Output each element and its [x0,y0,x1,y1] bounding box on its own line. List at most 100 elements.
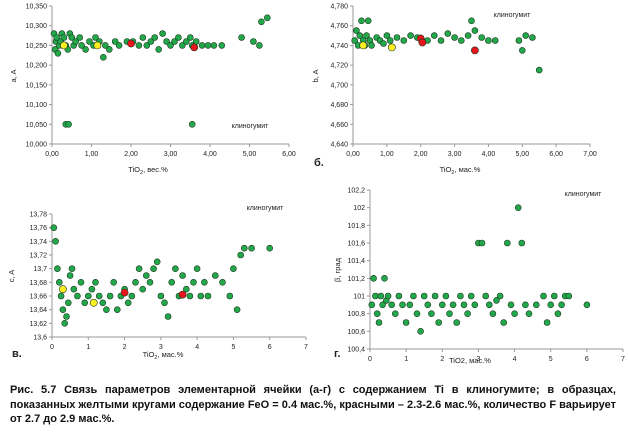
x-tick-label: 6 [585,356,589,363]
green-data-point [515,37,523,44]
y-tick-label: 4,760 [330,23,348,30]
green-data-point [186,292,194,300]
green-data-point [529,34,536,41]
green-data-point [197,292,205,300]
x-tick-label: 2 [440,356,444,363]
x-tick-label: 3,00 [164,151,178,158]
green-data-point [135,42,143,49]
green-data-point [522,32,530,39]
green-data-point [147,38,155,45]
y-tick-label: 13,6 [33,335,47,342]
green-data-point [250,38,257,45]
green-data-point [88,285,96,293]
y-tick-label: 100,8 [347,311,365,318]
green-data-point [81,299,88,307]
green-data-point [183,285,190,293]
y-tick-label: 10,350 [26,4,48,11]
mineral-annotation: клиногумит [247,205,285,212]
green-data-point [85,292,92,300]
green-data-point [449,301,457,309]
green-data-point [384,292,392,300]
mineral-annotation: клиногумит [565,191,603,198]
green-data-point [451,34,458,41]
x-tick-label: 6 [268,344,272,351]
y-tick-label: 4,720 [330,63,348,70]
chart-panel-4: 100,4100,6100,8101101,2101,4101,6101,810… [333,188,625,366]
green-data-point [143,272,150,279]
green-data-point [554,310,562,318]
red-data-point [190,43,199,52]
green-data-point [558,301,565,309]
green-data-point [583,301,591,309]
y-tick-label: 13,68 [29,280,47,287]
yellow-data-point [359,41,368,50]
mineral-annotation: клиногумит [232,123,270,130]
green-data-point [399,301,406,309]
y-tick-label: 101,2 [347,276,365,283]
panel-label: г. [334,348,341,360]
y-tick-label: 4,780 [330,4,348,11]
green-data-point [417,327,424,335]
y-tick-label: 10,100 [26,102,48,109]
green-data-point [482,292,490,300]
green-data-point [188,121,196,128]
green-data-point [111,38,119,45]
green-data-point [535,66,543,74]
green-data-point [383,32,391,39]
x-tick-label: 4 [513,356,517,363]
green-data-point [219,278,226,286]
y-tick-label: 100,4 [347,347,365,354]
green-data-point [457,37,465,44]
green-data-point [518,239,526,247]
yellow-data-point [59,285,67,294]
green-data-point [230,265,237,273]
y-tick-label: 4,660 [330,122,348,129]
green-data-point [110,278,117,286]
green-data-point [151,34,158,41]
x-tick-label: 4,00 [203,151,217,158]
green-data-point [496,292,504,300]
green-data-point [179,272,186,279]
green-data-point [424,301,432,309]
green-data-point [381,274,388,282]
green-data-point [135,265,143,273]
x-tick-label: 0 [368,356,372,363]
green-data-point [485,37,492,44]
green-data-point [132,278,139,286]
green-data-point [139,285,146,293]
y-tick-label: 13,62 [29,321,47,328]
green-data-point [92,34,99,41]
green-data-point [380,40,387,47]
green-data-point [212,272,219,279]
figure-caption: Рис. 5.7 Связь параметров элементарной я… [10,384,616,425]
green-data-point [54,265,61,273]
green-data-point [57,292,65,300]
green-data-point [68,34,76,41]
green-data-point [413,310,421,318]
x-tick-label: 3 [159,344,163,351]
y-tick-label: 4,700 [330,82,348,89]
x-tick-label: 7 [304,344,308,351]
green-data-point [388,301,396,309]
yellow-data-point [93,41,102,50]
green-data-point [256,42,263,49]
green-data-point [407,32,414,39]
x-tick-label: 2,00 [124,151,138,158]
y-tick-label: 101 [353,294,365,301]
green-data-point [172,265,179,273]
green-data-point [63,313,70,320]
y-tick-label: 10,000 [26,142,48,149]
mineral-annotation: клиногумит [494,12,532,19]
green-data-point [233,306,241,314]
x-tick-label: 1 [404,356,408,363]
green-data-point [430,32,438,39]
green-data-point [377,292,385,300]
green-data-point [65,299,72,307]
red-data-point [178,290,187,299]
green-data-point [406,301,414,309]
green-data-point [146,278,154,286]
x-axis-label: TiO2, мас.% [143,350,184,361]
green-data-point [353,27,360,34]
green-data-point [241,244,248,252]
